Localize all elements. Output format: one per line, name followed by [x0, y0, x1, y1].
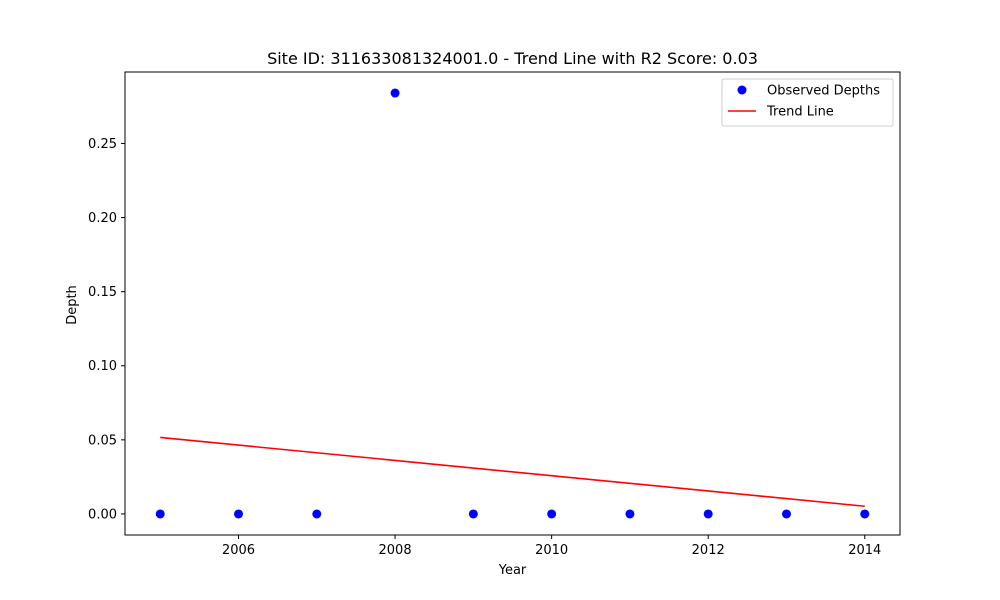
x-axis-title: Year [498, 563, 527, 578]
y-tick-label: 0.10 [88, 359, 117, 374]
x-tick-label: 2008 [379, 543, 412, 558]
x-tick-label: 2010 [535, 543, 568, 558]
y-tick-label: 0.05 [88, 433, 117, 448]
chart-title: Site ID: 311633081324001.0 - Trend Line … [267, 49, 758, 68]
legend-box [721, 78, 894, 127]
trend-line [160, 436, 865, 508]
observed-depth-point [781, 509, 791, 519]
x-tick-label: 2012 [692, 543, 725, 558]
observed-depth-point [468, 509, 478, 519]
x-tick-label: 2006 [222, 543, 255, 558]
legend-label: Observed Depths [767, 84, 880, 99]
y-tick-label: 0.15 [88, 285, 117, 300]
legend: Observed Depths Trend Line [721, 78, 894, 127]
observed-depth-point [625, 509, 635, 519]
y-tick-label: 0.00 [88, 507, 117, 522]
observed-depth-point [703, 509, 713, 519]
observed-depth-point [547, 509, 557, 519]
y-tick-label: 0.20 [88, 211, 117, 226]
observed-depth-point [155, 509, 165, 519]
observed-depth-point [390, 88, 400, 98]
axes-frame [124, 71, 901, 536]
observed-depth-point [860, 509, 870, 519]
plot-area: 2006 2008 2010 2012 2014 0.00 0.05 0.10 0.15 0.20… [88, 71, 901, 558]
y-axis-title: Depth [65, 285, 80, 325]
legend-marker-observed-depths [737, 85, 747, 95]
x-tick-label: 2014 [848, 543, 881, 558]
observed-depth-point [312, 509, 322, 519]
y-tick-label: 0.25 [88, 137, 117, 152]
legend-label: Trend Line [766, 105, 834, 120]
observed-depth-point [234, 509, 244, 519]
